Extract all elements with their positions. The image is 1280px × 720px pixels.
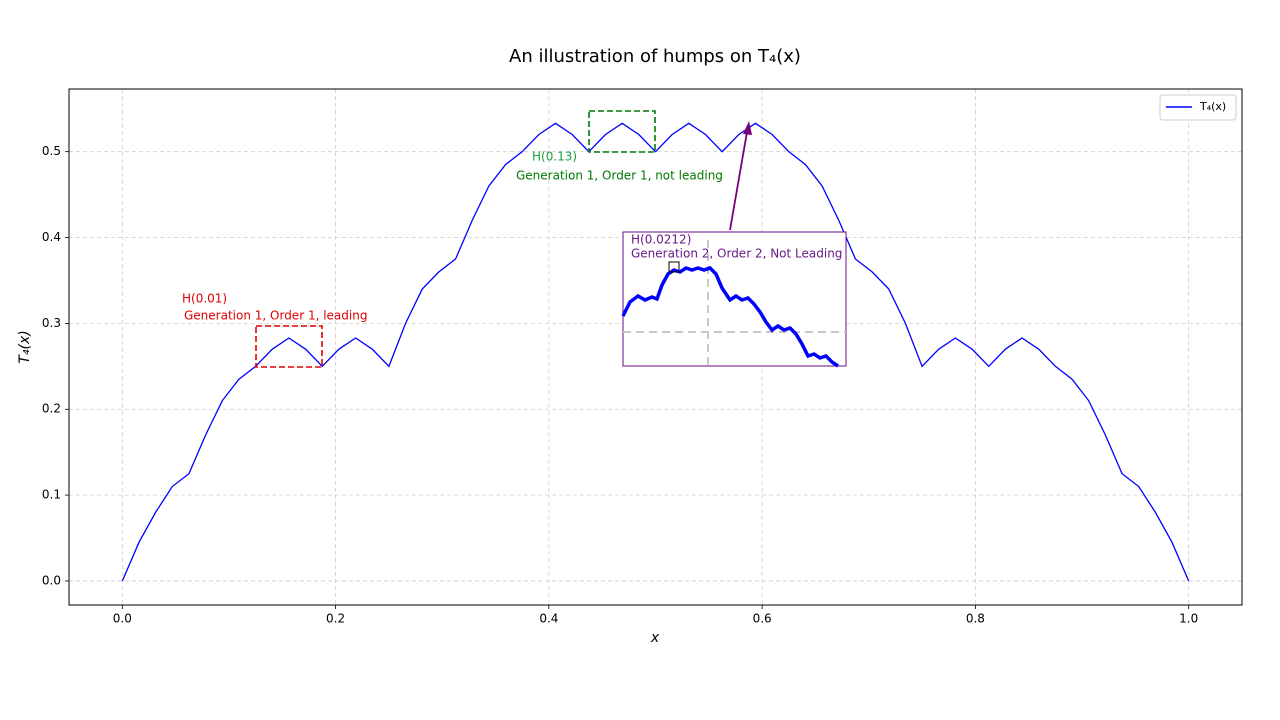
y-tick-label: 0.2 [42, 402, 61, 416]
annotation: Generation 1, Order 1, not leading [516, 169, 723, 183]
legend: T₄(x) [1159, 94, 1237, 121]
arrow-head [743, 121, 752, 135]
y-tick-label: 0.5 [42, 144, 61, 158]
annotation: Generation 2, Order 2, Not Leading [631, 247, 842, 261]
y-tick-label: 0.3 [42, 316, 61, 330]
y-axis-label: T₄(x) [17, 330, 33, 363]
grid [69, 89, 1242, 605]
legend-frame [1159, 94, 1237, 121]
x-tick-label: 0.6 [753, 612, 772, 626]
annotation: Generation 1, Order 1, leading [184, 309, 367, 323]
x-tick-label: 0.8 [966, 612, 985, 626]
axes-frame [68, 88, 1243, 606]
annotation: H(0.0212) [631, 233, 691, 247]
arrow [729, 131, 748, 231]
x-tick-label: 1.0 [1179, 612, 1198, 626]
plot-area [121, 122, 1190, 582]
x-tick-label: 0.4 [539, 612, 558, 626]
inset-curve [621, 265, 839, 368]
y-tick-label: 0.1 [42, 488, 61, 502]
y-tick-label: 0.0 [42, 573, 61, 587]
series-line [121, 122, 1190, 582]
legend-label: T₄(x) [1199, 100, 1226, 113]
annotation: H(0.13) [532, 150, 577, 164]
x-tick-label: 0.2 [326, 612, 345, 626]
chart-title: An illustration of humps on T₄(x) [509, 46, 801, 67]
hump-box-green [588, 110, 656, 153]
x-axis-label: x [650, 630, 660, 646]
x-tick-label: 0.0 [113, 612, 132, 626]
inset-marker [668, 261, 680, 273]
annotation: H(0.01) [182, 292, 227, 306]
hump-box-red [255, 325, 323, 368]
y-tick-label: 0.4 [42, 230, 61, 244]
